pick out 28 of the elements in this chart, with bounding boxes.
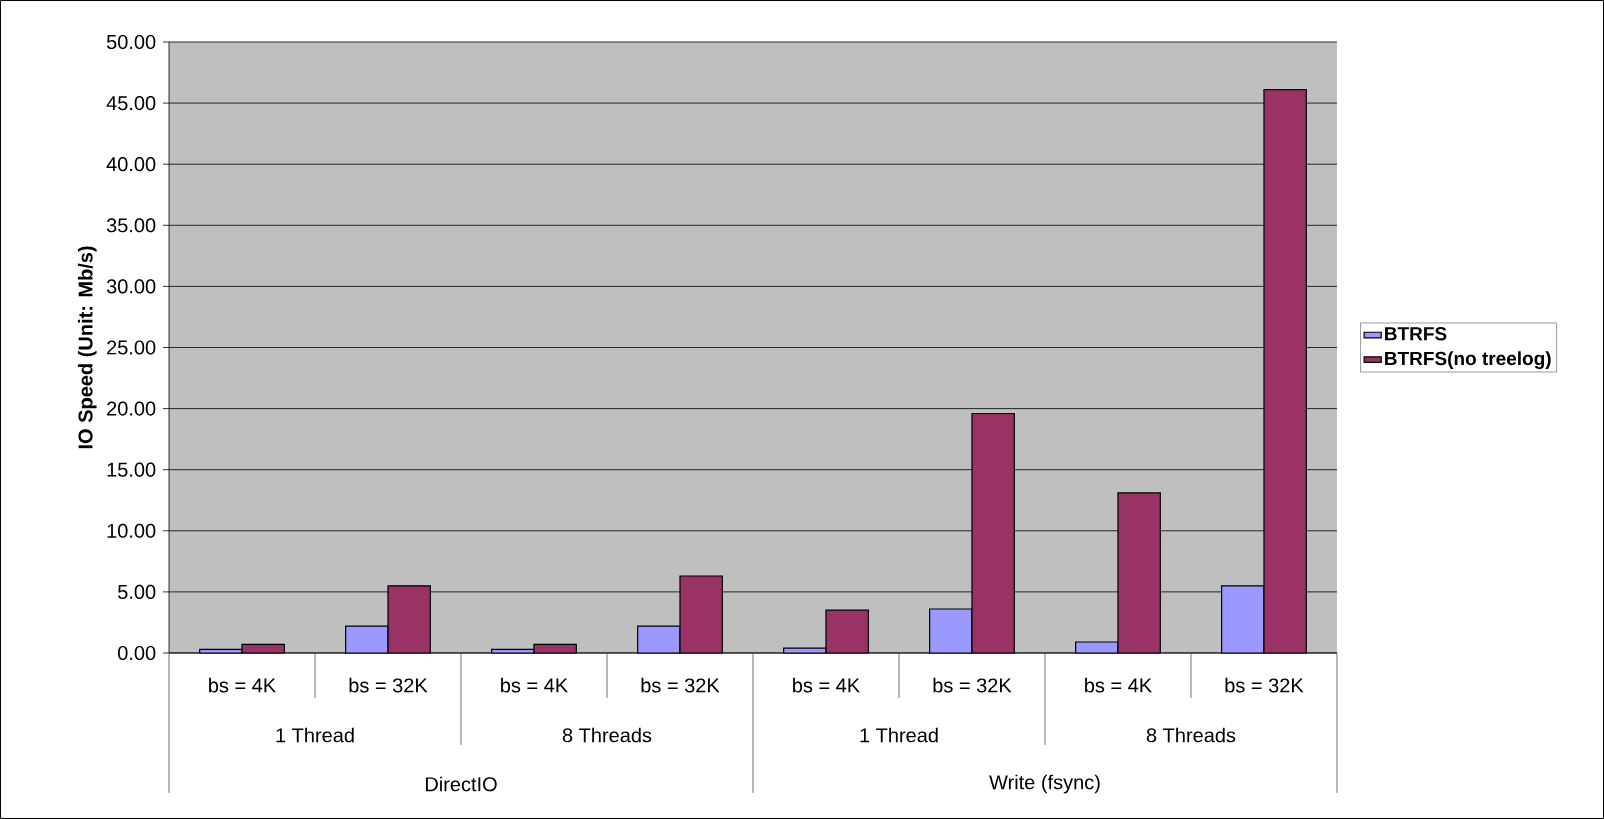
text: 8 Threads: [562, 727, 652, 743]
text: Write (fsync): [989, 774, 1100, 794]
y-tick-label: 40.00: [106, 157, 156, 172]
y-tick-label: 20.00: [107, 401, 156, 416]
y-tick-label: 15.00: [107, 462, 156, 477]
text: 1 Thread: [276, 727, 354, 743]
y-axis-title: IO Speed (Unit: Mb/s): [77, 246, 97, 449]
text: 1 Thread: [860, 727, 938, 743]
y-tick-label: 50.00: [106, 34, 156, 50]
x-tick-label: bs = 32K: [349, 677, 428, 693]
legend-label: BTRFS: [1385, 326, 1447, 341]
y-tick-label: 0.00: [118, 645, 156, 661]
y-tick-label: 45.00: [106, 96, 156, 111]
x-tick-label: bs = 4K: [209, 677, 276, 693]
x-tick-label: bs = 4K: [501, 677, 568, 693]
x-tick-label: bs = 4K: [793, 677, 860, 693]
text: 8 Threads: [1146, 727, 1236, 743]
x-tick-label: bs = 4K: [1085, 677, 1152, 693]
y-tick-label: 30.00: [106, 279, 156, 294]
y-tick-label: 25.00: [107, 340, 156, 355]
x-tick-label: bs = 32K: [641, 677, 720, 693]
y-tick-label: 35.00: [106, 218, 156, 233]
y-tick-label: 10.00: [107, 523, 156, 538]
text: DirectIO: [425, 776, 497, 792]
y-tick-label: 5.00: [118, 584, 156, 599]
legend-label: BTRFS(no treelog): [1385, 351, 1551, 370]
x-tick-label: bs = 32K: [933, 677, 1012, 693]
x-tick-label: bs = 32K: [1225, 677, 1304, 693]
